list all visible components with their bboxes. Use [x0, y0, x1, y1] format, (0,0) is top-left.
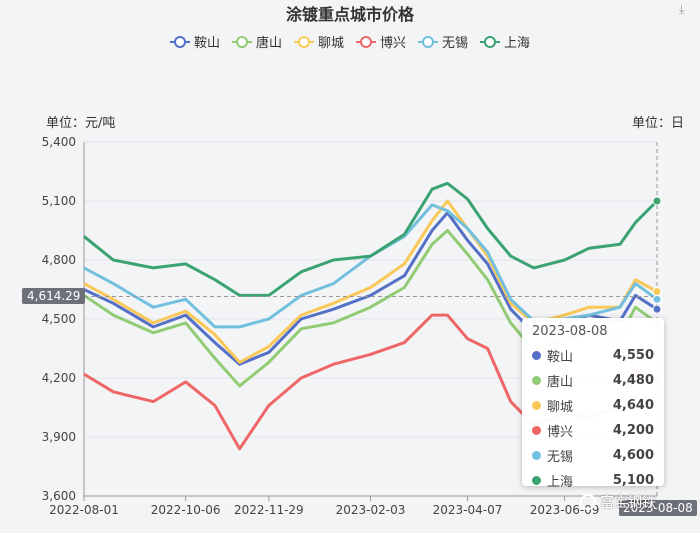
wechat-icon — [580, 494, 596, 510]
tooltip-dot — [532, 451, 541, 460]
tooltip-row: 博兴 4,200 — [532, 418, 654, 443]
watermark-text: 富宝钢铁 — [600, 495, 656, 511]
tooltip-dot — [532, 351, 541, 360]
tooltip-date: 2023-08-08 — [532, 324, 608, 339]
y-unit-label: 单位：元/吨 — [46, 116, 115, 131]
legend-label: 上海 — [504, 36, 530, 51]
tooltip-value: 4,480 — [612, 373, 654, 388]
x-tick-label: 2022-11-29 — [234, 503, 304, 517]
tooltip: 2023-08-08 鞍山 4,550 唐山 4,480 聊城 4,640 博兴 4,200 无… — [522, 318, 664, 490]
y-tick-label: 4,800 — [42, 253, 76, 267]
legend-marker-4 — [422, 36, 434, 48]
series-line-4 — [83, 203, 658, 329]
series-line-2 — [83, 199, 658, 364]
tooltip-series-name: 上海 — [547, 475, 574, 490]
x-tick-label: 2022-10-06 — [151, 503, 221, 517]
tooltip-value: 4,550 — [612, 348, 654, 363]
tooltip-value: 4,640 — [612, 398, 654, 413]
tooltip-value: 4,600 — [612, 448, 654, 463]
tooltip-value: 4,200 — [612, 423, 654, 438]
crosshair-y-label: 4,614.29 — [22, 288, 86, 304]
tooltip-series-name: 博兴 — [547, 425, 574, 440]
series-line-5 — [83, 181, 659, 297]
tooltip-row: 聊城 4,640 — [532, 393, 654, 418]
tooltip-dot — [532, 401, 541, 410]
legend-marker-0 — [174, 36, 186, 48]
y-tick-label: 4,500 — [42, 312, 76, 326]
series-point-5 — [652, 196, 662, 206]
x-tick-label: 2022-08-01 — [49, 503, 119, 517]
legend-marker-1 — [236, 36, 248, 48]
chart-title: 涂镀重点城市价格 — [286, 5, 415, 24]
legend-marker-5 — [484, 36, 496, 48]
legend-label: 博兴 — [380, 36, 406, 51]
tooltip-row: 上海 5,100 — [532, 468, 654, 493]
tooltip-series-name: 唐山 — [547, 375, 574, 390]
watermark: 富宝钢铁 — [580, 492, 656, 512]
tooltip-dot — [532, 376, 541, 385]
tooltip-row: 无锡 4,600 — [532, 443, 654, 468]
series-point-4 — [652, 294, 662, 304]
y-tick-label: 4,200 — [42, 371, 76, 385]
tooltip-row: 唐山 4,480 — [532, 368, 654, 393]
tooltip-series-name: 聊城 — [547, 400, 574, 415]
x-tick-label: 2023-02-03 — [336, 503, 406, 517]
tooltip-dot — [532, 476, 541, 485]
legend-label: 聊城 — [318, 36, 344, 51]
legend-marker-2 — [298, 36, 310, 48]
download-icon[interactable]: ⤓ — [679, 2, 685, 16]
series-point-2 — [652, 286, 662, 296]
x-tick-label: 2023-04-07 — [433, 503, 503, 517]
tooltip-value: 5,100 — [612, 473, 654, 488]
y-tick-label: 5,100 — [42, 194, 76, 208]
x-unit-label: 单位：日 — [632, 116, 684, 131]
tooltip-series-name: 鞍山 — [547, 350, 574, 365]
y-tick-label: 3,600 — [42, 489, 76, 503]
crosshair-x-label: 2023-08-08 — [619, 500, 697, 516]
tooltip-series-name: 无锡 — [547, 450, 574, 465]
y-tick-label: 3,900 — [42, 430, 76, 444]
legend-label: 唐山 — [256, 35, 282, 51]
series-point-0 — [652, 304, 662, 314]
tooltip-dot — [532, 426, 541, 435]
legend-label: 无锡 — [442, 36, 468, 51]
tooltip-row: 鞍山 4,550 — [532, 343, 654, 368]
legend-marker-3 — [360, 36, 372, 48]
y-tick-label: 5,400 — [42, 135, 76, 149]
legend-label: 鞍山 — [194, 35, 220, 51]
